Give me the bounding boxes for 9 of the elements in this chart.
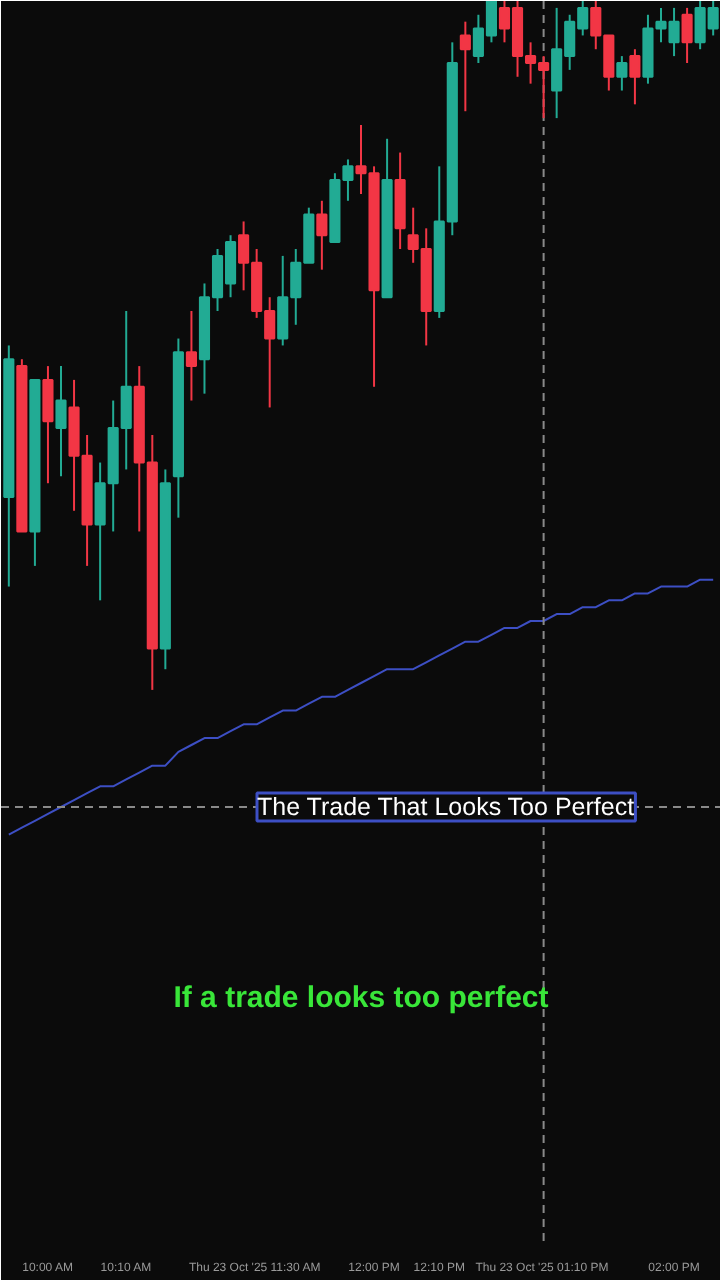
candlestick	[681, 6, 693, 64]
candlestick	[316, 199, 328, 271]
text: If a trade looks too perfect	[173, 981, 549, 1015]
candlestick	[42, 365, 54, 485]
candlestick	[629, 48, 641, 106]
candlestick	[185, 310, 197, 402]
candlestick	[55, 365, 67, 478]
candlestick	[459, 20, 471, 113]
candlestick	[616, 55, 628, 92]
